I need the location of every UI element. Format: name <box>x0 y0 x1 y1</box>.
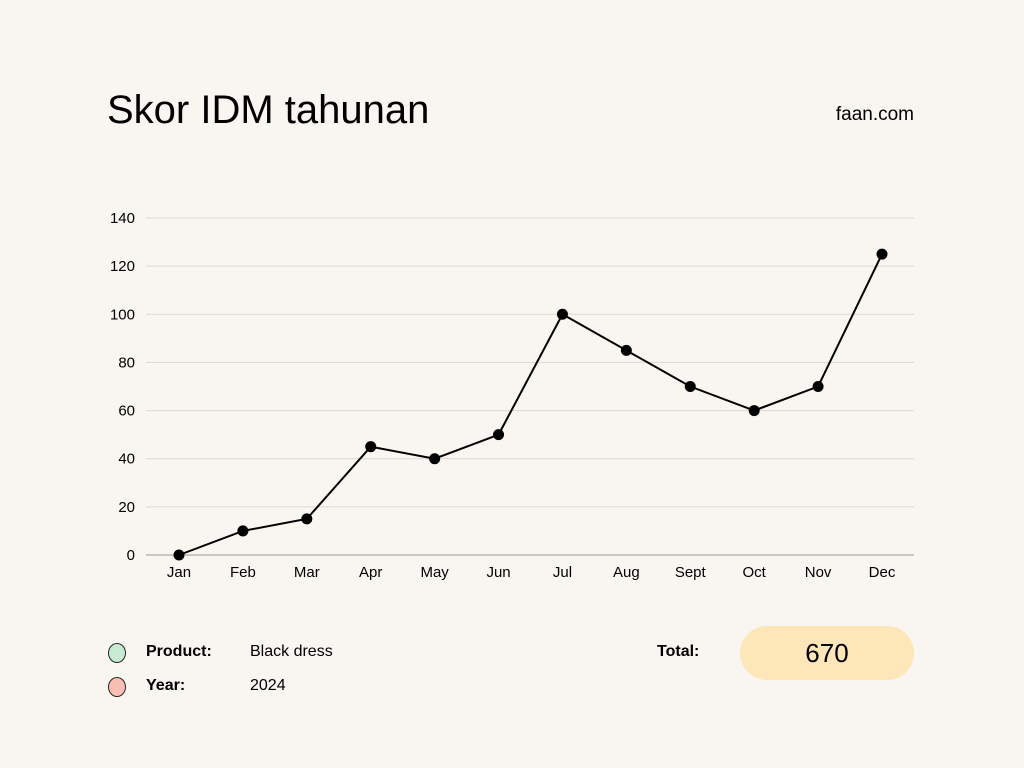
series-line <box>178 253 883 556</box>
year-legend-dot <box>108 677 126 697</box>
year-value: 2024 <box>250 677 286 694</box>
data-point <box>365 441 377 453</box>
product-legend-dot <box>108 643 126 663</box>
y-tick-label: 0 <box>127 547 135 564</box>
y-tick-label: 140 <box>110 210 135 227</box>
data-point <box>748 405 760 417</box>
product-value: Black dress <box>250 643 333 660</box>
y-tick-label: 20 <box>118 499 135 516</box>
y-tick-label: 80 <box>118 354 135 371</box>
y-tick-label: 120 <box>110 258 135 275</box>
x-tick-label: Feb <box>230 564 256 581</box>
data-point <box>556 308 568 320</box>
x-tick-label: Oct <box>743 564 767 581</box>
site-label: faan.com <box>835 104 914 125</box>
data-point <box>301 513 313 525</box>
data-point <box>429 453 441 465</box>
year-label: Year: <box>146 677 186 694</box>
product-label: Product: <box>146 643 212 660</box>
x-tick-label: Mar <box>294 564 320 581</box>
line-chart: 0 20 40 60 80 100 120 140 Jan Feb Mar Apr May Jun Jul A… <box>110 210 914 581</box>
x-tick-label: Aug <box>613 564 640 581</box>
x-tick-label: Dec <box>869 564 896 581</box>
x-tick-label: May <box>420 564 449 581</box>
data-point <box>620 344 632 356</box>
data-point <box>812 381 824 392</box>
data-point <box>173 549 185 561</box>
total-label: Total: <box>657 643 700 660</box>
y-tick-label: 100 <box>110 306 135 323</box>
page-title: Skor IDM tahunan <box>107 88 430 132</box>
data-point <box>684 381 696 392</box>
y-tick-label: 40 <box>118 451 135 468</box>
x-tick-label: Apr <box>359 564 382 581</box>
data-point <box>876 248 888 260</box>
x-tick-label: Nov <box>805 564 832 581</box>
x-tick-label: Sept <box>675 564 707 581</box>
data-point <box>237 525 249 537</box>
x-tick-label: Jul <box>553 564 572 581</box>
y-tick-label: 60 <box>118 403 135 420</box>
total-value: 670 <box>740 626 914 680</box>
x-tick-label: Jun <box>486 564 510 581</box>
data-point <box>493 429 505 441</box>
x-tick-label: Jan <box>167 564 191 581</box>
